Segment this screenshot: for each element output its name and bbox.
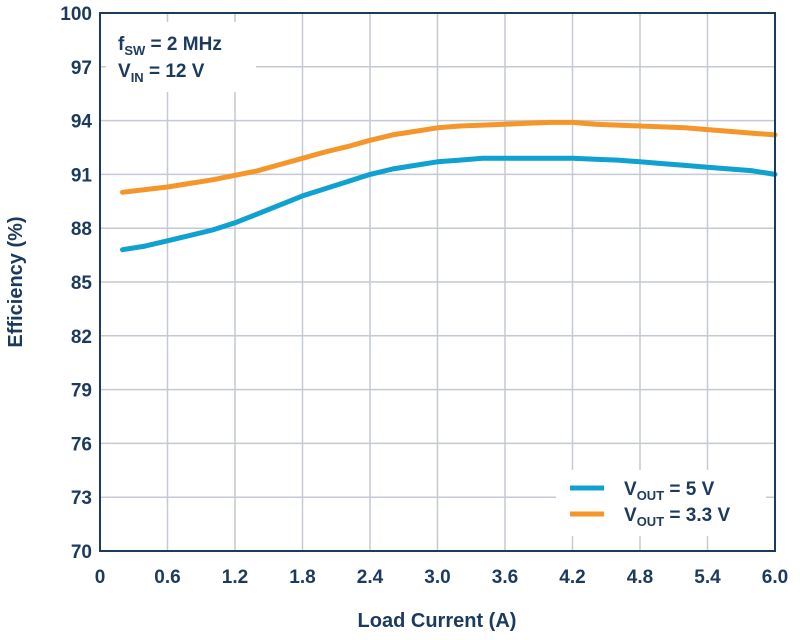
series-line-vout-3v3 bbox=[120, 119, 778, 195]
x-tick-label: 5.4 bbox=[694, 567, 721, 588]
y-tick-label: 88 bbox=[71, 219, 92, 240]
annotation-background bbox=[106, 22, 256, 92]
x-tick-label: 0 bbox=[95, 567, 106, 588]
y-tick-label: 94 bbox=[71, 112, 93, 133]
x-tick-label: 4.2 bbox=[559, 567, 585, 588]
legend-label-vout-3v3: VOUT = 3.3 V bbox=[624, 505, 730, 529]
y-tick-label: 91 bbox=[71, 165, 93, 186]
x-tick-label: 6.0 bbox=[762, 567, 788, 588]
x-tick-label: 1.2 bbox=[222, 567, 248, 588]
y-tick-label: 82 bbox=[71, 327, 92, 348]
y-tick-label: 79 bbox=[71, 381, 92, 402]
annotation-fsw: fSW = 2 MHz bbox=[118, 34, 222, 58]
y-tick-label: 100 bbox=[60, 4, 92, 25]
y-tick-label: 73 bbox=[71, 488, 92, 509]
y-tick-label: 76 bbox=[71, 434, 92, 455]
x-axis-title: Load Current (A) bbox=[358, 610, 517, 632]
legend-background bbox=[556, 470, 766, 536]
x-tick-label: 3.0 bbox=[424, 567, 450, 588]
x-tick-label: 1.8 bbox=[289, 567, 315, 588]
annotation-vin: VIN = 12 V bbox=[118, 61, 205, 85]
series-line-vout-5v bbox=[120, 155, 778, 253]
grid-lines bbox=[100, 13, 775, 551]
y-tick-label: 85 bbox=[71, 273, 93, 294]
x-tick-label: 2.4 bbox=[357, 567, 384, 588]
legend-label-vout-5v: VOUT = 5 V bbox=[624, 479, 715, 503]
x-tick-label: 0.6 bbox=[154, 567, 180, 588]
y-axis-title: Efficiency (%) bbox=[5, 216, 27, 347]
x-tick-label: 4.8 bbox=[627, 567, 653, 588]
series-layer bbox=[120, 119, 778, 253]
tick-labels: 0 0.6 1.2 1.8 2.4 3.0 3.6 4.2 4.8 5.4 6.0 70 73 76 79 8… bbox=[60, 4, 788, 588]
x-tick-label: 3.6 bbox=[492, 567, 518, 588]
plot-frame bbox=[99, 12, 776, 552]
y-tick-label: 97 bbox=[71, 58, 92, 79]
y-tick-label: 70 bbox=[71, 542, 92, 563]
